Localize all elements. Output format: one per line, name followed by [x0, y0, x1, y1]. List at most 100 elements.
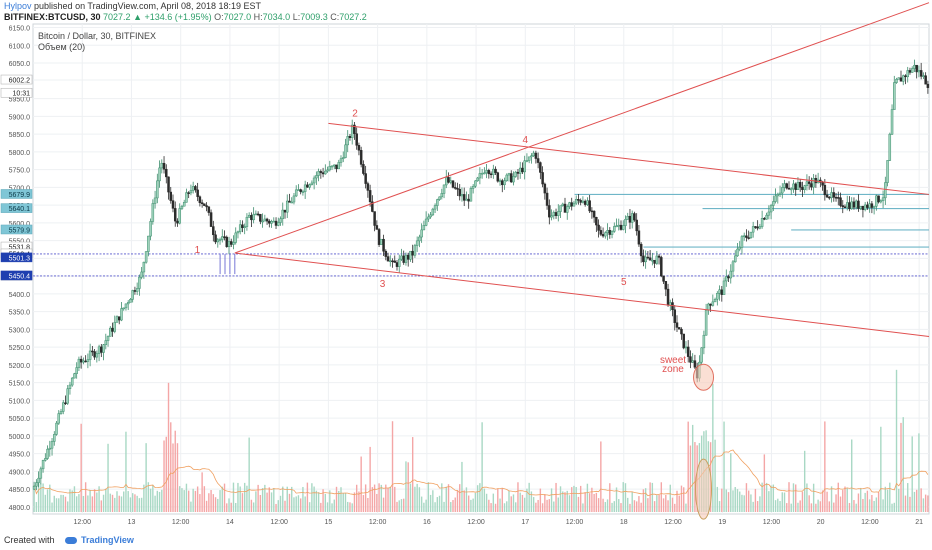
candle-body: [252, 214, 255, 221]
volume-bar: [226, 503, 228, 512]
candle-body: [406, 254, 410, 260]
last-price: 7027.2: [103, 12, 131, 22]
volume-bar: [190, 501, 192, 512]
volume-bar: [447, 484, 450, 512]
volume-bar: [678, 495, 680, 512]
x-tick-label: 15: [324, 519, 332, 526]
volume-bar: [67, 501, 69, 512]
candle-body: [657, 255, 661, 258]
candle-body: [308, 184, 311, 188]
volume-bar: [452, 500, 454, 512]
volume-bar: [597, 498, 600, 512]
candle-body: [440, 193, 444, 198]
candle-body: [557, 211, 560, 216]
candle-body: [783, 183, 786, 188]
volume-bar: [593, 493, 595, 512]
y-tick-label: 6150.0: [9, 26, 31, 33]
candle-body: [852, 201, 856, 208]
candle-body: [543, 183, 547, 194]
candle-body: [720, 289, 724, 295]
volume-bar: [810, 503, 813, 512]
candle-body: [832, 192, 836, 198]
candle-body: [489, 173, 493, 176]
candle-body: [178, 208, 181, 224]
candle-body: [924, 75, 927, 85]
volume-bar: [246, 485, 248, 512]
volume-bar: [145, 443, 147, 512]
volume-bar: [721, 488, 723, 512]
candle-body: [180, 205, 184, 209]
candle-body: [182, 202, 186, 207]
volume-bar: [768, 491, 770, 512]
candle-body: [409, 250, 412, 260]
close-label: C:: [330, 12, 340, 22]
candle-body: [550, 215, 553, 218]
chart-annotation: 5: [621, 277, 627, 288]
x-tick-label: 14: [226, 519, 234, 526]
open-label: O:: [214, 12, 224, 22]
volume-bar: [712, 383, 714, 512]
volume-indicator-label[interactable]: Объем (20): [38, 42, 86, 52]
tradingview-brand[interactable]: TradingView: [81, 535, 134, 545]
candle-body: [77, 358, 81, 368]
candle-body: [404, 254, 408, 263]
volume-bar: [911, 436, 913, 512]
symbol-name[interactable]: BITFINEX:BTCUSD, 30: [4, 12, 101, 22]
high-value: 7034.0: [262, 12, 291, 22]
volume-bar: [223, 483, 226, 512]
candle-body: [503, 180, 506, 186]
candle-body: [890, 109, 894, 135]
candle-body: [552, 212, 556, 217]
candle-body: [281, 209, 285, 220]
volume-bar: [571, 487, 573, 512]
candle-body: [124, 303, 128, 309]
volume-bar: [203, 486, 206, 512]
candle-body: [899, 77, 903, 82]
volume-bar: [210, 490, 212, 512]
volume-bar: [467, 495, 470, 512]
candle-body: [420, 229, 423, 238]
candle-body: [583, 200, 587, 205]
price-tag-box: [0, 203, 33, 213]
volume-bar: [875, 497, 878, 512]
volume-bar: [508, 490, 510, 512]
volume-bar: [172, 443, 174, 512]
volume-bar: [568, 495, 571, 512]
candle-body: [97, 346, 101, 354]
volume-bar: [474, 492, 477, 512]
volume-bar: [550, 488, 553, 512]
volume-bar: [783, 492, 786, 512]
candle-body: [660, 257, 663, 277]
volume-bar: [671, 497, 674, 512]
candle-body: [212, 226, 215, 236]
volume-bar: [288, 493, 291, 512]
author-link[interactable]: Hylpov: [4, 1, 32, 11]
candle-body: [492, 168, 495, 176]
candle-body: [870, 203, 874, 208]
candle-body: [516, 171, 520, 174]
volume-bar: [730, 453, 732, 512]
candle-body: [402, 255, 405, 263]
volume-bar: [221, 486, 223, 512]
candle-body: [93, 351, 96, 358]
volume-bar: [739, 491, 741, 512]
candle-body: [131, 290, 134, 300]
candle-body: [906, 70, 909, 78]
candle-body: [359, 150, 363, 165]
candle-body: [386, 256, 390, 262]
candle-body: [326, 169, 329, 172]
volume-bar: [196, 486, 199, 512]
candle-body: [209, 212, 213, 227]
candle-body: [431, 208, 435, 216]
candle-body: [205, 205, 208, 208]
volume-bar: [89, 490, 91, 512]
candle-body: [637, 230, 641, 245]
volume-bar: [716, 486, 719, 512]
volume-bar: [105, 488, 107, 512]
candle-body: [321, 172, 325, 175]
candle-body: [884, 182, 887, 199]
volume-bar: [918, 433, 920, 512]
volume-bar: [788, 482, 790, 512]
candle-body: [324, 170, 327, 175]
